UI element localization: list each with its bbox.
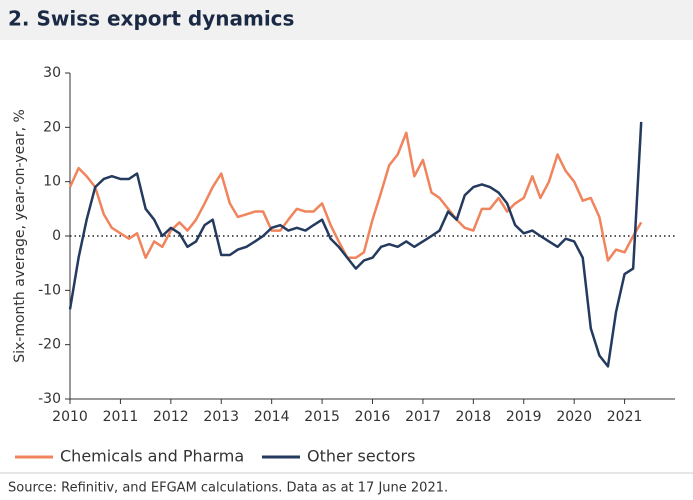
chart-title: 2. Swiss export dynamics — [8, 7, 294, 31]
x-tick-label: 2010 — [52, 409, 88, 425]
x-tick-label: 2016 — [355, 409, 391, 425]
x-tick-label: 2015 — [304, 409, 340, 425]
x-tick-label: 2017 — [405, 409, 441, 425]
y-tick-label: -30 — [38, 391, 61, 407]
series-line — [68, 121, 643, 368]
x-tick-label: 2014 — [254, 409, 290, 425]
title-band — [0, 0, 693, 40]
legend-label: Other sectors — [307, 447, 415, 466]
x-tick-label: 2020 — [556, 409, 592, 425]
series-line — [68, 131, 643, 262]
y-tick-label: 0 — [52, 228, 61, 244]
x-tick-label: 2013 — [203, 409, 239, 425]
x-tick-label: 2021 — [607, 409, 643, 425]
x-tick-label: 2018 — [456, 409, 492, 425]
x-tick-label: 2019 — [506, 409, 542, 425]
legend-label: Chemicals and Pharma — [60, 447, 244, 466]
y-tick-label: 10 — [43, 174, 61, 190]
y-tick-label: -20 — [38, 337, 61, 353]
y-axis-label: Six-month average, year-on-year, % — [12, 109, 28, 363]
y-tick-label: 30 — [43, 65, 61, 81]
x-tick-label: 2011 — [103, 409, 139, 425]
source-note: Source: Refinitiv, and EFGAM calculation… — [8, 481, 448, 496]
x-tick-label: 2012 — [153, 409, 189, 425]
y-tick-label: 20 — [43, 119, 61, 135]
y-tick-label: -10 — [38, 282, 61, 298]
